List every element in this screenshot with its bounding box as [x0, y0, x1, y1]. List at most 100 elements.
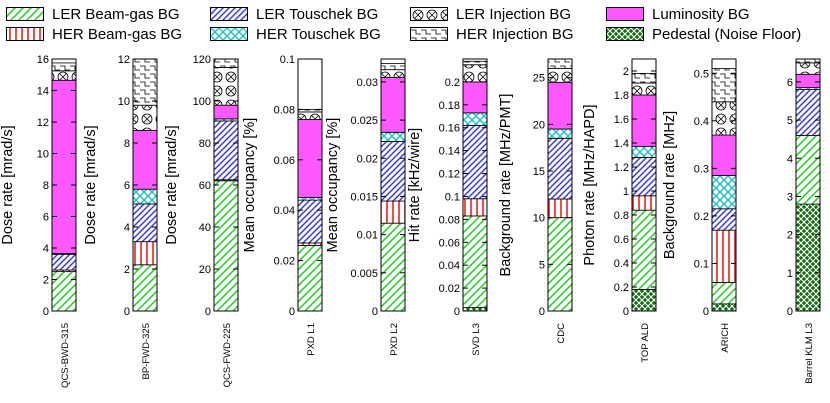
her-beam-gas-swatch [6, 27, 44, 41]
y-axis-label: Hit rate [kHz/wire] [407, 128, 423, 242]
bar-segment-lumi [297, 119, 323, 199]
category-label: PXD L1 [306, 323, 317, 356]
chart-panel: 0 2 4 6 8 10 12 Dose rate [mrad/s] BP-FWD-325 [83, 54, 158, 379]
tick-label: 8 [124, 138, 130, 150]
bar-segment-ler-bg [132, 264, 158, 312]
bar-segment-ler-tou [51, 253, 77, 271]
tick-label: 0.06 [274, 155, 295, 167]
pedestal-swatch [606, 27, 644, 41]
tick-label: 0.02 [439, 283, 460, 295]
bar-segment-her-inj [462, 60, 488, 66]
bar-segment-lumi [547, 81, 573, 130]
category-label: SVD L3 [471, 323, 482, 356]
legend-label: HER Beam-gas BG [52, 25, 183, 43]
ler-injection-swatch [410, 7, 448, 21]
legend-item-ler-touschek: LER Touschek BG [210, 4, 378, 24]
bar-segment-her-bg [132, 241, 158, 266]
bar-segment-ler-bg [711, 282, 737, 305]
bar-segment-her-tou [462, 112, 488, 126]
tick-label: 16 [37, 54, 49, 66]
tick-label: 0 [124, 306, 130, 318]
chart-panel: 0 0.005 0.01 0.015 0.02 0.025 0.03 Mean occupan… [325, 58, 406, 356]
category-label: QCS-BWD-315 [60, 323, 71, 388]
bar-segment-ler-inj [547, 67, 573, 83]
tick-label: 0.5 [694, 68, 709, 80]
bar-segment-ler-bg [297, 245, 323, 312]
y-axis-label: Background rate [MHz/PMT] [498, 94, 514, 277]
tick-label: 12 [37, 117, 49, 129]
bar-segment-ler-bg [213, 180, 239, 312]
legend-label: LER Beam-gas BG [52, 5, 180, 23]
tick-label: 1.4 [614, 138, 629, 150]
bar-segment-her-inj [213, 58, 239, 68]
chart-panel: 0 5 10 15 20 25 Background rate [MHz/PMT] CDC [498, 58, 573, 344]
tick-label: 4 [43, 243, 49, 255]
legend-item-luminosity: Luminosity BG [606, 4, 750, 24]
bar-segment-her-bg [631, 195, 657, 211]
tick-label: 0.03 [357, 77, 378, 89]
luminosity-swatch [606, 7, 644, 21]
bar-segment-lumi [213, 104, 239, 120]
tick-label: 4 [124, 222, 130, 234]
tick-label: 1 [623, 186, 629, 198]
tick-label: 5 [787, 115, 793, 127]
plot-frame [795, 58, 821, 312]
tick-label: 80 [199, 138, 211, 150]
tick-label: 0.01 [357, 230, 378, 242]
tick-label: 0 [454, 306, 460, 318]
tick-label: 8 [43, 180, 49, 192]
tick-label: 0.12 [439, 169, 460, 181]
bar-segment-her-inj [547, 58, 573, 69]
tick-label: 0.6 [614, 234, 629, 246]
tick-label: 0.2 [614, 282, 629, 294]
bar-segment-lumi [51, 79, 77, 254]
legend-item-her-injection: HER Injection BG [410, 24, 574, 44]
plot-frame [547, 58, 573, 312]
bar-segment-her-bg [711, 229, 737, 283]
tick-label: 0.18 [439, 100, 460, 112]
bar-segment-ler-inj [711, 101, 737, 136]
bar-segment-ler-inj [51, 70, 77, 81]
category-label: ARICH [720, 323, 731, 353]
legend-item-pedestal: Pedestal (Noise Floor) [606, 24, 801, 44]
bar-segment-ped [631, 288, 657, 312]
bar-segment-her-inj [132, 58, 158, 106]
tick-label: 0.8 [614, 210, 629, 222]
tick-label: 0.08 [274, 104, 295, 116]
bar-segment-ler-inj [213, 67, 239, 106]
legend-item-ler-injection: LER Injection BG [410, 4, 571, 24]
tick-label: 60 [199, 180, 211, 192]
bar-segment-ler-inj [631, 82, 657, 96]
tick-label: 1 [787, 268, 793, 280]
bar-segment-her-tou [132, 188, 158, 205]
tick-label: 0 [787, 306, 793, 318]
tick-label: 0 [289, 306, 295, 318]
bar-segment-ler-tou [711, 208, 737, 231]
tick-label: 1.8 [614, 90, 629, 102]
bar-segment-her-tou [380, 131, 406, 142]
chart-panel: 0 1 2 3 4 5 6 Barrel KLM L3 [787, 58, 821, 384]
legend-item-her-beam-gas: HER Beam-gas BG [6, 24, 182, 44]
bar-segment-ler-tou [132, 203, 158, 243]
bar-segment-ler-tou [380, 141, 406, 202]
her-injection-swatch [410, 27, 448, 41]
tick-label: 0 [703, 306, 709, 318]
tick-label: 0 [539, 306, 545, 318]
bar-segment-ler-tou [631, 156, 657, 197]
bar-segment-her-tou [547, 128, 573, 139]
y-axis-label: Mean occupancy [%] [325, 118, 341, 253]
bar-segment-ler-inj [297, 111, 323, 120]
tick-label: 6 [124, 180, 130, 192]
bar-segment-ped [711, 303, 737, 312]
plot-frame [631, 58, 657, 312]
tick-label: 1.2 [614, 162, 629, 174]
tick-label: 0 [205, 306, 211, 318]
tick-label: 0.4 [694, 116, 709, 128]
bar-segment-lumi [711, 134, 737, 176]
bar-segment-ler-tou [213, 120, 239, 181]
category-label: Barrel KLM L3 [804, 323, 815, 384]
bar-segment-her-inj [380, 63, 406, 71]
legend-label: Pedestal (Noise Floor) [652, 25, 802, 43]
tick-label: 15 [533, 166, 545, 178]
category-label: QCS-FWD-225 [222, 323, 233, 387]
